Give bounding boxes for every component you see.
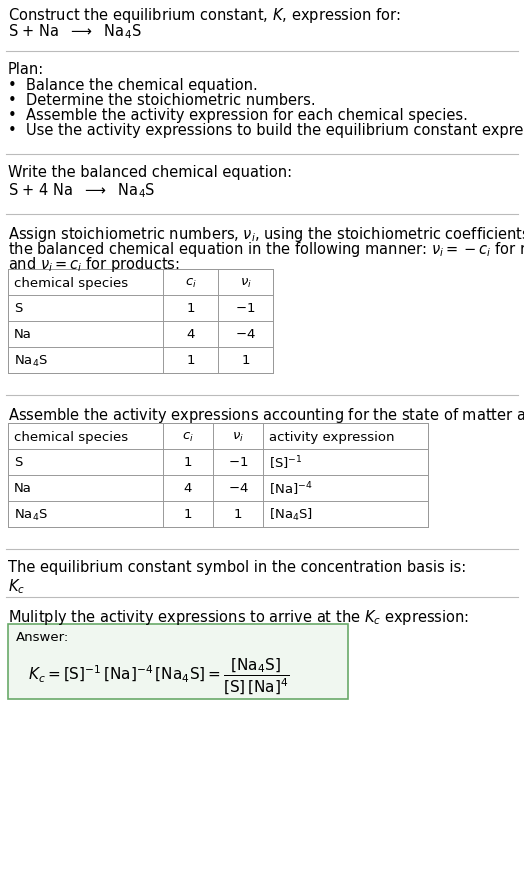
Text: chemical species: chemical species xyxy=(14,276,128,289)
Text: [S]$^{-1}$: [S]$^{-1}$ xyxy=(269,454,303,471)
Text: 1: 1 xyxy=(184,456,192,469)
Text: $c_i$: $c_i$ xyxy=(184,276,196,289)
Text: 4: 4 xyxy=(187,328,195,341)
Text: 1: 1 xyxy=(241,354,250,367)
Text: $c_i$: $c_i$ xyxy=(182,430,194,443)
Text: Write the balanced chemical equation:: Write the balanced chemical equation: xyxy=(8,165,292,180)
Text: S: S xyxy=(14,302,23,315)
Text: [Na]$^{-4}$: [Na]$^{-4}$ xyxy=(269,479,313,497)
Text: Na$_4$S: Na$_4$S xyxy=(14,507,48,522)
Text: S + Na  $\longrightarrow$  Na$_4$S: S + Na $\longrightarrow$ Na$_4$S xyxy=(8,22,141,41)
Bar xyxy=(8,424,428,527)
Text: $-4$: $-4$ xyxy=(235,328,256,341)
Text: •  Assemble the activity expression for each chemical species.: • Assemble the activity expression for e… xyxy=(8,108,468,123)
Text: S + 4 Na  $\longrightarrow$  Na$_4$S: S + 4 Na $\longrightarrow$ Na$_4$S xyxy=(8,181,156,199)
Text: [Na$_4$S]: [Na$_4$S] xyxy=(269,507,313,523)
Text: 4: 4 xyxy=(184,482,192,495)
Text: $K_c = [\mathrm{S}]^{-1}\,[\mathrm{Na}]^{-4}\,[\mathrm{Na_4S}] = \dfrac{[\mathrm: $K_c = [\mathrm{S}]^{-1}\,[\mathrm{Na}]^… xyxy=(28,656,289,696)
Text: 1: 1 xyxy=(186,302,195,315)
Text: S: S xyxy=(14,456,23,469)
Bar xyxy=(8,625,348,699)
Text: $-4$: $-4$ xyxy=(227,482,248,495)
Text: Na: Na xyxy=(14,328,32,341)
Text: The equilibrium constant symbol in the concentration basis is:: The equilibrium constant symbol in the c… xyxy=(8,559,466,574)
Text: 1: 1 xyxy=(186,354,195,367)
Text: Construct the equilibrium constant, $K$, expression for:: Construct the equilibrium constant, $K$,… xyxy=(8,6,401,25)
Text: chemical species: chemical species xyxy=(14,430,128,443)
Text: $K_c$: $K_c$ xyxy=(8,577,25,595)
Text: Answer:: Answer: xyxy=(16,630,69,643)
Text: $-1$: $-1$ xyxy=(235,302,256,315)
Text: the balanced chemical equation in the following manner: $\nu_i = -c_i$ for react: the balanced chemical equation in the fo… xyxy=(8,240,524,259)
Text: Assemble the activity expressions accounting for the state of matter and $\nu_i$: Assemble the activity expressions accoun… xyxy=(8,406,524,424)
Text: Na: Na xyxy=(14,482,32,495)
Text: •  Determine the stoichiometric numbers.: • Determine the stoichiometric numbers. xyxy=(8,93,315,108)
Text: $\nu_i$: $\nu_i$ xyxy=(239,276,252,289)
Text: 1: 1 xyxy=(184,508,192,521)
Text: Na$_4$S: Na$_4$S xyxy=(14,353,48,369)
Text: •  Use the activity expressions to build the equilibrium constant expression.: • Use the activity expressions to build … xyxy=(8,123,524,138)
Text: Mulitply the activity expressions to arrive at the $K_c$ expression:: Mulitply the activity expressions to arr… xyxy=(8,607,469,626)
Text: $-1$: $-1$ xyxy=(228,456,248,469)
Text: 1: 1 xyxy=(234,508,242,521)
Text: Plan:: Plan: xyxy=(8,62,44,77)
Text: •  Balance the chemical equation.: • Balance the chemical equation. xyxy=(8,78,258,93)
Text: and $\nu_i = c_i$ for products:: and $\nu_i = c_i$ for products: xyxy=(8,254,180,274)
Text: $\nu_i$: $\nu_i$ xyxy=(232,430,244,443)
Text: activity expression: activity expression xyxy=(269,430,395,443)
Text: Assign stoichiometric numbers, $\nu_i$, using the stoichiometric coefficients, $: Assign stoichiometric numbers, $\nu_i$, … xyxy=(8,225,524,244)
Bar xyxy=(8,269,273,374)
